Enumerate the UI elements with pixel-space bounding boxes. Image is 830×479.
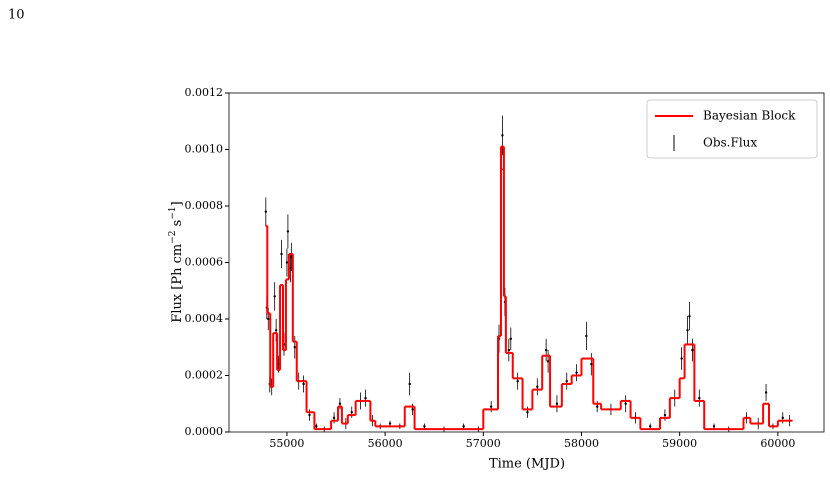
y-tick-label: 0.0002 xyxy=(185,369,224,382)
obs-point xyxy=(332,416,336,420)
legend-label: Bayesian Block xyxy=(703,109,796,123)
obs-point xyxy=(575,371,578,374)
obs-point xyxy=(509,337,512,340)
obs-point xyxy=(411,408,414,411)
obs-point xyxy=(501,134,504,137)
obs-point xyxy=(686,329,689,332)
obs-point xyxy=(649,425,652,428)
y-tick-label: 0.0000 xyxy=(185,425,224,438)
y-tick-label: 0.0004 xyxy=(185,312,224,325)
obs-point xyxy=(764,391,768,394)
obs-point xyxy=(350,411,353,414)
obs-point xyxy=(565,379,568,383)
obs-point xyxy=(688,314,691,318)
y-axis-label: Flux [Ph cm−2 s−1] xyxy=(168,201,185,322)
x-tick-label: 55000 xyxy=(269,437,304,450)
obs-point xyxy=(264,210,268,213)
obs-point xyxy=(781,416,784,420)
obs-point xyxy=(595,405,599,408)
obs-point xyxy=(302,382,305,386)
obs-point xyxy=(585,334,588,338)
obs-point xyxy=(663,413,667,417)
obs-point xyxy=(388,422,392,425)
legend-box xyxy=(646,99,818,159)
obs-point xyxy=(462,425,465,428)
legend-label: Obs.Flux xyxy=(703,136,757,150)
obs-point xyxy=(308,413,311,417)
obs-point xyxy=(536,385,539,388)
x-axis-label: Time (MJD) xyxy=(489,457,565,472)
legend: Bayesian Block Obs.Flux xyxy=(646,99,818,159)
obs-point xyxy=(286,230,290,233)
x-tick-label: 56000 xyxy=(368,437,403,450)
y-label-part: Flux [Ph cm xyxy=(170,244,185,323)
obs-point xyxy=(489,405,493,408)
obs-point xyxy=(285,261,289,264)
obs-point xyxy=(516,379,519,383)
obs-point xyxy=(423,425,426,428)
obs-point xyxy=(546,360,550,363)
obs-point xyxy=(273,295,276,298)
x-tick-label: 59000 xyxy=(662,437,697,450)
y-tick-label: 0.0012 xyxy=(185,86,224,99)
y-label-exp: −1 xyxy=(168,206,178,219)
obs-point xyxy=(408,382,411,386)
y-tick-label: 0.0008 xyxy=(185,199,224,212)
obs-point xyxy=(280,252,283,256)
obs-point xyxy=(680,357,683,360)
x-tick-label: 57000 xyxy=(466,437,501,450)
obs-point xyxy=(293,346,296,349)
x-tick-label: 58000 xyxy=(564,437,599,450)
obs-point xyxy=(590,363,593,366)
y-label-part: s xyxy=(170,220,185,231)
obs-point xyxy=(555,402,559,405)
y-label-part: ] xyxy=(170,201,185,206)
obs-point xyxy=(691,348,694,352)
x-tick-label: 60000 xyxy=(760,437,795,450)
obs-point xyxy=(624,402,627,405)
y-tick-label: 0.0006 xyxy=(185,256,224,269)
obs-point xyxy=(698,396,701,400)
obs-point xyxy=(364,396,367,400)
obs-point xyxy=(274,329,278,332)
page-number: 10 xyxy=(8,8,25,23)
y-tick-label: 0.0010 xyxy=(185,143,224,156)
obs-point xyxy=(507,348,511,352)
obs-point xyxy=(544,348,548,352)
y-label-exp: −2 xyxy=(168,230,178,243)
obs-point xyxy=(338,402,342,405)
obs-point xyxy=(267,317,270,321)
obs-point xyxy=(712,425,716,428)
obs-point xyxy=(315,425,318,428)
obs-point xyxy=(526,411,529,414)
